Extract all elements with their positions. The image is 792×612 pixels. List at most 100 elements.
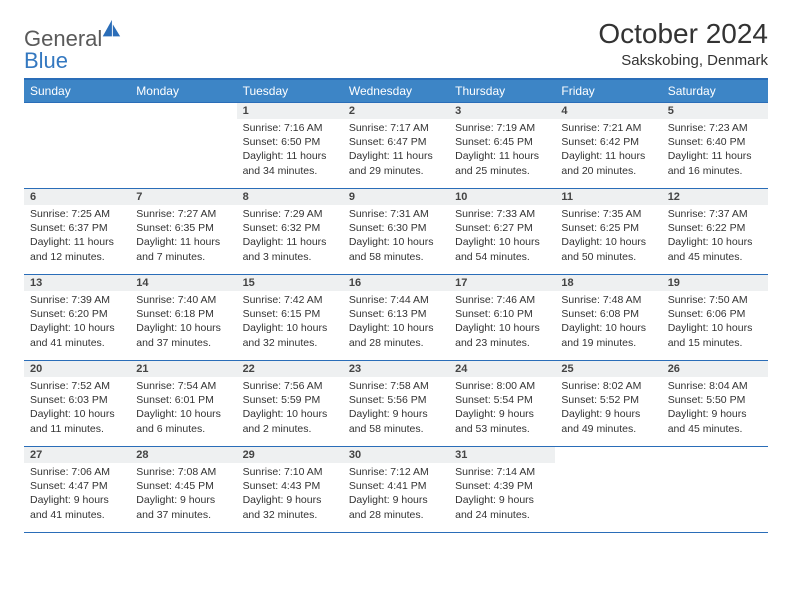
daylight-text: Daylight: 9 hours and 32 minutes. [243, 493, 337, 521]
day-data: Sunrise: 7:31 AMSunset: 6:30 PMDaylight:… [343, 205, 449, 268]
sunrise-text: Sunrise: 7:37 AM [668, 207, 762, 221]
sunrise-text: Sunrise: 8:00 AM [455, 379, 549, 393]
sunrise-text: Sunrise: 7:16 AM [243, 121, 337, 135]
day-number: 23 [343, 361, 449, 377]
calendar-day-cell: 16Sunrise: 7:44 AMSunset: 6:13 PMDayligh… [343, 275, 449, 361]
calendar-day-cell: 18Sunrise: 7:48 AMSunset: 6:08 PMDayligh… [555, 275, 661, 361]
daylight-text: Daylight: 10 hours and 32 minutes. [243, 321, 337, 349]
page-title: October 2024 [598, 18, 768, 50]
calendar-table: Sunday Monday Tuesday Wednesday Thursday… [24, 78, 768, 533]
day-data: Sunrise: 7:10 AMSunset: 4:43 PMDaylight:… [237, 463, 343, 526]
calendar-day-cell: 22Sunrise: 7:56 AMSunset: 5:59 PMDayligh… [237, 361, 343, 447]
sunset-text: Sunset: 6:37 PM [30, 221, 124, 235]
sunrise-text: Sunrise: 7:29 AM [243, 207, 337, 221]
calendar-day-cell: 6Sunrise: 7:25 AMSunset: 6:37 PMDaylight… [24, 189, 130, 275]
day-number: 26 [662, 361, 768, 377]
daylight-text: Daylight: 11 hours and 3 minutes. [243, 235, 337, 263]
calendar-day-cell: 20Sunrise: 7:52 AMSunset: 6:03 PMDayligh… [24, 361, 130, 447]
calendar-day-cell: 27Sunrise: 7:06 AMSunset: 4:47 PMDayligh… [24, 447, 130, 533]
sunrise-text: Sunrise: 7:50 AM [668, 293, 762, 307]
daylight-text: Daylight: 10 hours and 23 minutes. [455, 321, 549, 349]
sunset-text: Sunset: 6:32 PM [243, 221, 337, 235]
daylight-text: Daylight: 10 hours and 50 minutes. [561, 235, 655, 263]
day-data: Sunrise: 7:37 AMSunset: 6:22 PMDaylight:… [662, 205, 768, 268]
calendar-day-cell [130, 103, 236, 189]
weekday-header: Tuesday [237, 79, 343, 103]
sunset-text: Sunset: 6:22 PM [668, 221, 762, 235]
weekday-header: Friday [555, 79, 661, 103]
day-data: Sunrise: 7:29 AMSunset: 6:32 PMDaylight:… [237, 205, 343, 268]
logo-text: General Blue [24, 24, 124, 72]
daylight-text: Daylight: 10 hours and 45 minutes. [668, 235, 762, 263]
day-number: 14 [130, 275, 236, 291]
day-data: Sunrise: 7:12 AMSunset: 4:41 PMDaylight:… [343, 463, 449, 526]
day-data: Sunrise: 7:19 AMSunset: 6:45 PMDaylight:… [449, 119, 555, 182]
day-number: 19 [662, 275, 768, 291]
day-data: Sunrise: 7:44 AMSunset: 6:13 PMDaylight:… [343, 291, 449, 354]
day-data: Sunrise: 7:54 AMSunset: 6:01 PMDaylight:… [130, 377, 236, 440]
day-number: 2 [343, 103, 449, 119]
daylight-text: Daylight: 11 hours and 29 minutes. [349, 149, 443, 177]
day-number: 9 [343, 189, 449, 205]
day-number: 3 [449, 103, 555, 119]
day-data: Sunrise: 7:39 AMSunset: 6:20 PMDaylight:… [24, 291, 130, 354]
day-data: Sunrise: 7:52 AMSunset: 6:03 PMDaylight:… [24, 377, 130, 440]
sunset-text: Sunset: 6:03 PM [30, 393, 124, 407]
calendar-day-cell: 4Sunrise: 7:21 AMSunset: 6:42 PMDaylight… [555, 103, 661, 189]
sunset-text: Sunset: 6:30 PM [349, 221, 443, 235]
sunrise-text: Sunrise: 7:46 AM [455, 293, 549, 307]
calendar-day-cell: 13Sunrise: 7:39 AMSunset: 6:20 PMDayligh… [24, 275, 130, 361]
sunset-text: Sunset: 4:47 PM [30, 479, 124, 493]
day-number: 24 [449, 361, 555, 377]
sunrise-text: Sunrise: 7:10 AM [243, 465, 337, 479]
day-number: 16 [343, 275, 449, 291]
sunset-text: Sunset: 5:59 PM [243, 393, 337, 407]
calendar-day-cell [555, 447, 661, 533]
calendar-day-cell: 23Sunrise: 7:58 AMSunset: 5:56 PMDayligh… [343, 361, 449, 447]
day-number: 31 [449, 447, 555, 463]
sunset-text: Sunset: 6:45 PM [455, 135, 549, 149]
sunrise-text: Sunrise: 7:12 AM [349, 465, 443, 479]
daylight-text: Daylight: 11 hours and 7 minutes. [136, 235, 230, 263]
calendar-day-cell: 12Sunrise: 7:37 AMSunset: 6:22 PMDayligh… [662, 189, 768, 275]
calendar-day-cell: 15Sunrise: 7:42 AMSunset: 6:15 PMDayligh… [237, 275, 343, 361]
day-number: 7 [130, 189, 236, 205]
calendar-day-cell: 30Sunrise: 7:12 AMSunset: 4:41 PMDayligh… [343, 447, 449, 533]
sunset-text: Sunset: 5:50 PM [668, 393, 762, 407]
daylight-text: Daylight: 11 hours and 34 minutes. [243, 149, 337, 177]
weekday-header: Saturday [662, 79, 768, 103]
calendar-day-cell: 5Sunrise: 7:23 AMSunset: 6:40 PMDaylight… [662, 103, 768, 189]
sunset-text: Sunset: 4:41 PM [349, 479, 443, 493]
day-number: 1 [237, 103, 343, 119]
day-data: Sunrise: 7:46 AMSunset: 6:10 PMDaylight:… [449, 291, 555, 354]
day-number: 25 [555, 361, 661, 377]
title-block: October 2024 Sakskobing, Denmark [598, 18, 768, 69]
day-number: 13 [24, 275, 130, 291]
calendar-week-row: 13Sunrise: 7:39 AMSunset: 6:20 PMDayligh… [24, 275, 768, 361]
sunrise-text: Sunrise: 8:02 AM [561, 379, 655, 393]
calendar-day-cell: 26Sunrise: 8:04 AMSunset: 5:50 PMDayligh… [662, 361, 768, 447]
day-data: Sunrise: 7:56 AMSunset: 5:59 PMDaylight:… [237, 377, 343, 440]
sunrise-text: Sunrise: 7:39 AM [30, 293, 124, 307]
calendar-week-row: 20Sunrise: 7:52 AMSunset: 6:03 PMDayligh… [24, 361, 768, 447]
calendar-week-row: 1Sunrise: 7:16 AMSunset: 6:50 PMDaylight… [24, 103, 768, 189]
daylight-text: Daylight: 10 hours and 19 minutes. [561, 321, 655, 349]
day-data: Sunrise: 7:33 AMSunset: 6:27 PMDaylight:… [449, 205, 555, 268]
weekday-header: Sunday [24, 79, 130, 103]
calendar-day-cell: 24Sunrise: 8:00 AMSunset: 5:54 PMDayligh… [449, 361, 555, 447]
sunrise-text: Sunrise: 7:21 AM [561, 121, 655, 135]
daylight-text: Daylight: 10 hours and 28 minutes. [349, 321, 443, 349]
sunset-text: Sunset: 6:27 PM [455, 221, 549, 235]
day-number: 28 [130, 447, 236, 463]
day-number: 12 [662, 189, 768, 205]
day-number: 21 [130, 361, 236, 377]
logo-text-blue: Blue [24, 48, 68, 73]
daylight-text: Daylight: 9 hours and 37 minutes. [136, 493, 230, 521]
sunset-text: Sunset: 6:47 PM [349, 135, 443, 149]
daylight-text: Daylight: 10 hours and 58 minutes. [349, 235, 443, 263]
sunset-text: Sunset: 6:13 PM [349, 307, 443, 321]
sunrise-text: Sunrise: 7:14 AM [455, 465, 549, 479]
logo: General Blue [24, 18, 124, 72]
calendar-day-cell: 21Sunrise: 7:54 AMSunset: 6:01 PMDayligh… [130, 361, 236, 447]
sunset-text: Sunset: 6:20 PM [30, 307, 124, 321]
